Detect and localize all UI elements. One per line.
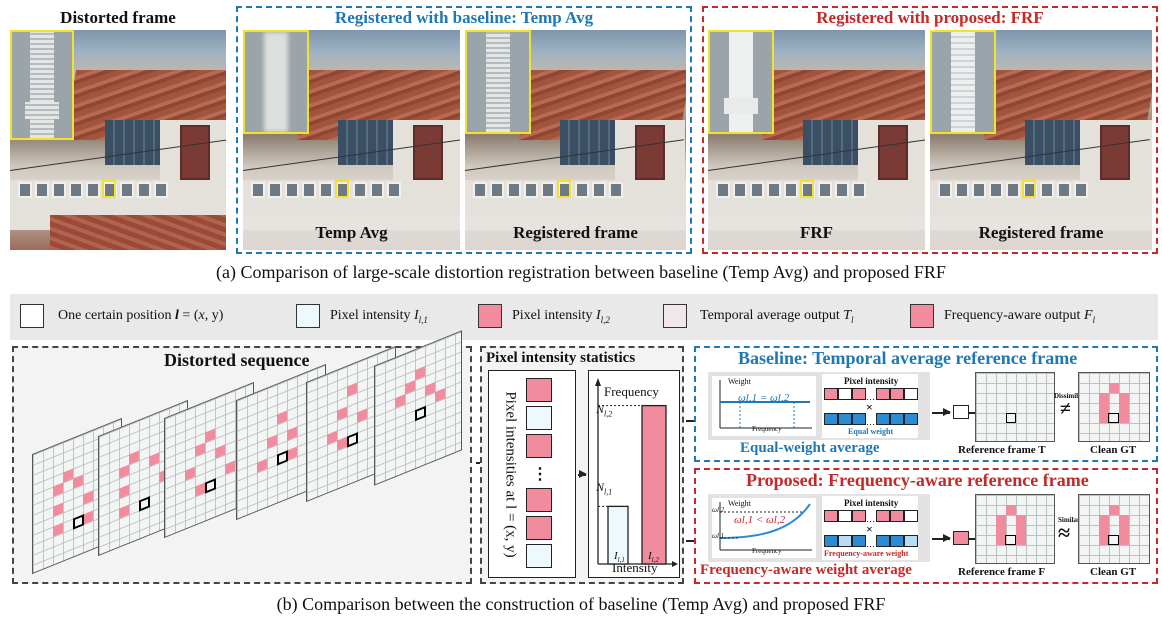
legend-pixel1-swatch	[296, 304, 320, 328]
proposed-w2: ωl,2	[712, 506, 725, 514]
temp-avg-inset	[243, 30, 309, 134]
baseline-dissimilar: Dissimilar	[1054, 392, 1085, 400]
proposed-title: Registered with proposed: FRF	[816, 8, 1044, 27]
baseline-freq-axis: Frequency	[752, 425, 782, 433]
legend-pixel2-swatch	[478, 304, 502, 328]
baseline-pixel-box	[822, 374, 918, 438]
proposed-subtitle: Frequency-aware weight average	[700, 562, 912, 578]
proposed-box	[702, 6, 1158, 254]
stat-ellipsis: ⋮	[532, 466, 548, 483]
proposed-eq: ωl,1 < ωl,2	[734, 514, 786, 526]
legend-pixel2-text: Pixel intensity Il,2	[512, 308, 610, 325]
legend-position-swatch	[20, 304, 44, 328]
legend-freq-swatch	[910, 304, 934, 328]
proposed-gt-label: Clean GT	[1090, 566, 1137, 578]
proposed-pixel-intensity: Pixel intensity	[844, 498, 899, 508]
baseline-gt-label: Clean GT	[1090, 444, 1137, 456]
baseline-subtitle: Equal-weight average	[740, 440, 880, 456]
baseline-weight-label: Weight	[728, 377, 751, 386]
proposed-freq-weight: Frequency-aware weight	[824, 549, 909, 558]
proposed-reference-grid	[975, 494, 1055, 564]
frf-photo: FRF	[708, 30, 925, 250]
proposed-output-cell	[953, 531, 969, 545]
baseline-arrow-1	[932, 409, 951, 415]
proposed-ref-label: Reference frame F	[958, 566, 1046, 578]
registered-frf-label: Registered frame	[930, 216, 1152, 250]
baseline-pixel-intensity: Pixel intensity	[844, 376, 899, 386]
hist-n1-label: Nl,1	[596, 480, 613, 497]
proposed-approx: ≈	[1058, 520, 1071, 545]
stat-cell	[526, 378, 552, 402]
frf-label: FRF	[708, 216, 925, 250]
legend-temporal-text: Temporal average output Tl	[700, 308, 854, 325]
registered-baseline-inset	[465, 30, 531, 134]
stats-vertical-label: Pixel intensities at l = (x, y)	[502, 391, 519, 558]
stat-cell	[526, 516, 552, 540]
legend-pixel1-text: Pixel intensity Il,1	[330, 308, 428, 325]
baseline-reference-grid	[975, 372, 1055, 442]
arrow-cells-to-hist	[578, 471, 587, 477]
proposed-w1: ωl,1	[712, 532, 725, 540]
hist-bar-2	[641, 404, 667, 565]
registered-frf-inset	[930, 30, 996, 134]
baseline-panel-title: Baseline: Temporal average reference fra…	[738, 348, 1078, 368]
proposed-weight-label: Weight	[728, 499, 751, 508]
baseline-weight-row: …	[824, 413, 918, 427]
proposed-panel-title: Proposed: Frequency-aware reference fram…	[746, 470, 1089, 490]
baseline-eq: ωl,1 = ωl,2	[738, 392, 790, 404]
proposed-gt-grid	[1078, 494, 1150, 564]
proposed-weight-row: …	[824, 535, 918, 549]
distorted-frame-title: Distorted frame	[60, 8, 176, 27]
baseline-output-cell	[953, 405, 969, 419]
proposed-pixel-box	[822, 496, 918, 560]
baseline-equal-weight: Equal weight	[848, 427, 894, 436]
stats-inner-box	[488, 370, 576, 578]
baseline-gt-grid	[1078, 372, 1150, 442]
proposed-freq-axis: Frequency	[752, 547, 782, 555]
distorted-sequence-title: Distorted sequence	[164, 350, 310, 370]
proposed-arrow-1	[932, 535, 951, 541]
legend-temporal-swatch	[663, 304, 687, 328]
hist-x1-label: Il,1	[614, 550, 625, 565]
distorted-sequence-panel: Distorted sequence •••	[12, 330, 472, 584]
distorted-inset	[10, 30, 74, 140]
baseline-ref-label: Reference frame T	[958, 444, 1046, 456]
caption-a: (a) Comparison of large-scale distortion…	[216, 262, 946, 282]
registered-baseline-photo: Registered frame	[465, 30, 686, 250]
registered-frf-photo: Registered frame	[930, 30, 1152, 250]
hist-ylabel: Frequency	[604, 384, 659, 399]
stats-title: Pixel intensity statistics	[486, 350, 636, 366]
proposed-times: ×	[866, 522, 873, 536]
legend-freq-text: Frequency-aware output Fl	[944, 308, 1096, 325]
proposed-weight-plot	[712, 498, 816, 558]
stat-cell	[526, 434, 552, 458]
legend: One certain position l = (x, y) Pixel in…	[10, 294, 1158, 340]
baseline-neq: ≠	[1060, 398, 1071, 420]
proposed-pixel-row: …	[824, 510, 918, 524]
stat-cell	[526, 406, 552, 430]
histogram-chart	[595, 378, 678, 567]
baseline-times: ×	[866, 400, 873, 414]
baseline-weight-plot	[712, 376, 816, 436]
stats-panel: Pixel intensity statistics Pixel intensi…	[480, 346, 684, 584]
temp-avg-label: Temp Avg	[243, 216, 460, 250]
registered-baseline-label: Registered frame	[465, 216, 686, 250]
stat-cell	[526, 488, 552, 512]
baseline-title: Registered with baseline: Temp Avg	[334, 8, 594, 27]
temp-avg-photo: Temp Avg	[243, 30, 460, 250]
distorted-photo	[10, 30, 226, 250]
proposed-similar: Similar	[1058, 516, 1081, 524]
hist-x2-label: Il,2	[648, 550, 659, 565]
baseline-pixel-row: …	[824, 388, 918, 402]
caption-b: (b) Comparison between the construction …	[276, 594, 886, 614]
hist-n2-label: Nl,2	[596, 402, 613, 419]
frf-inset	[708, 30, 774, 134]
hist-xlabel: Intensity	[612, 560, 658, 575]
baseline-box	[236, 6, 692, 254]
stat-cell	[526, 544, 552, 568]
legend-position-text: One certain position l = (x, y)	[58, 308, 224, 323]
